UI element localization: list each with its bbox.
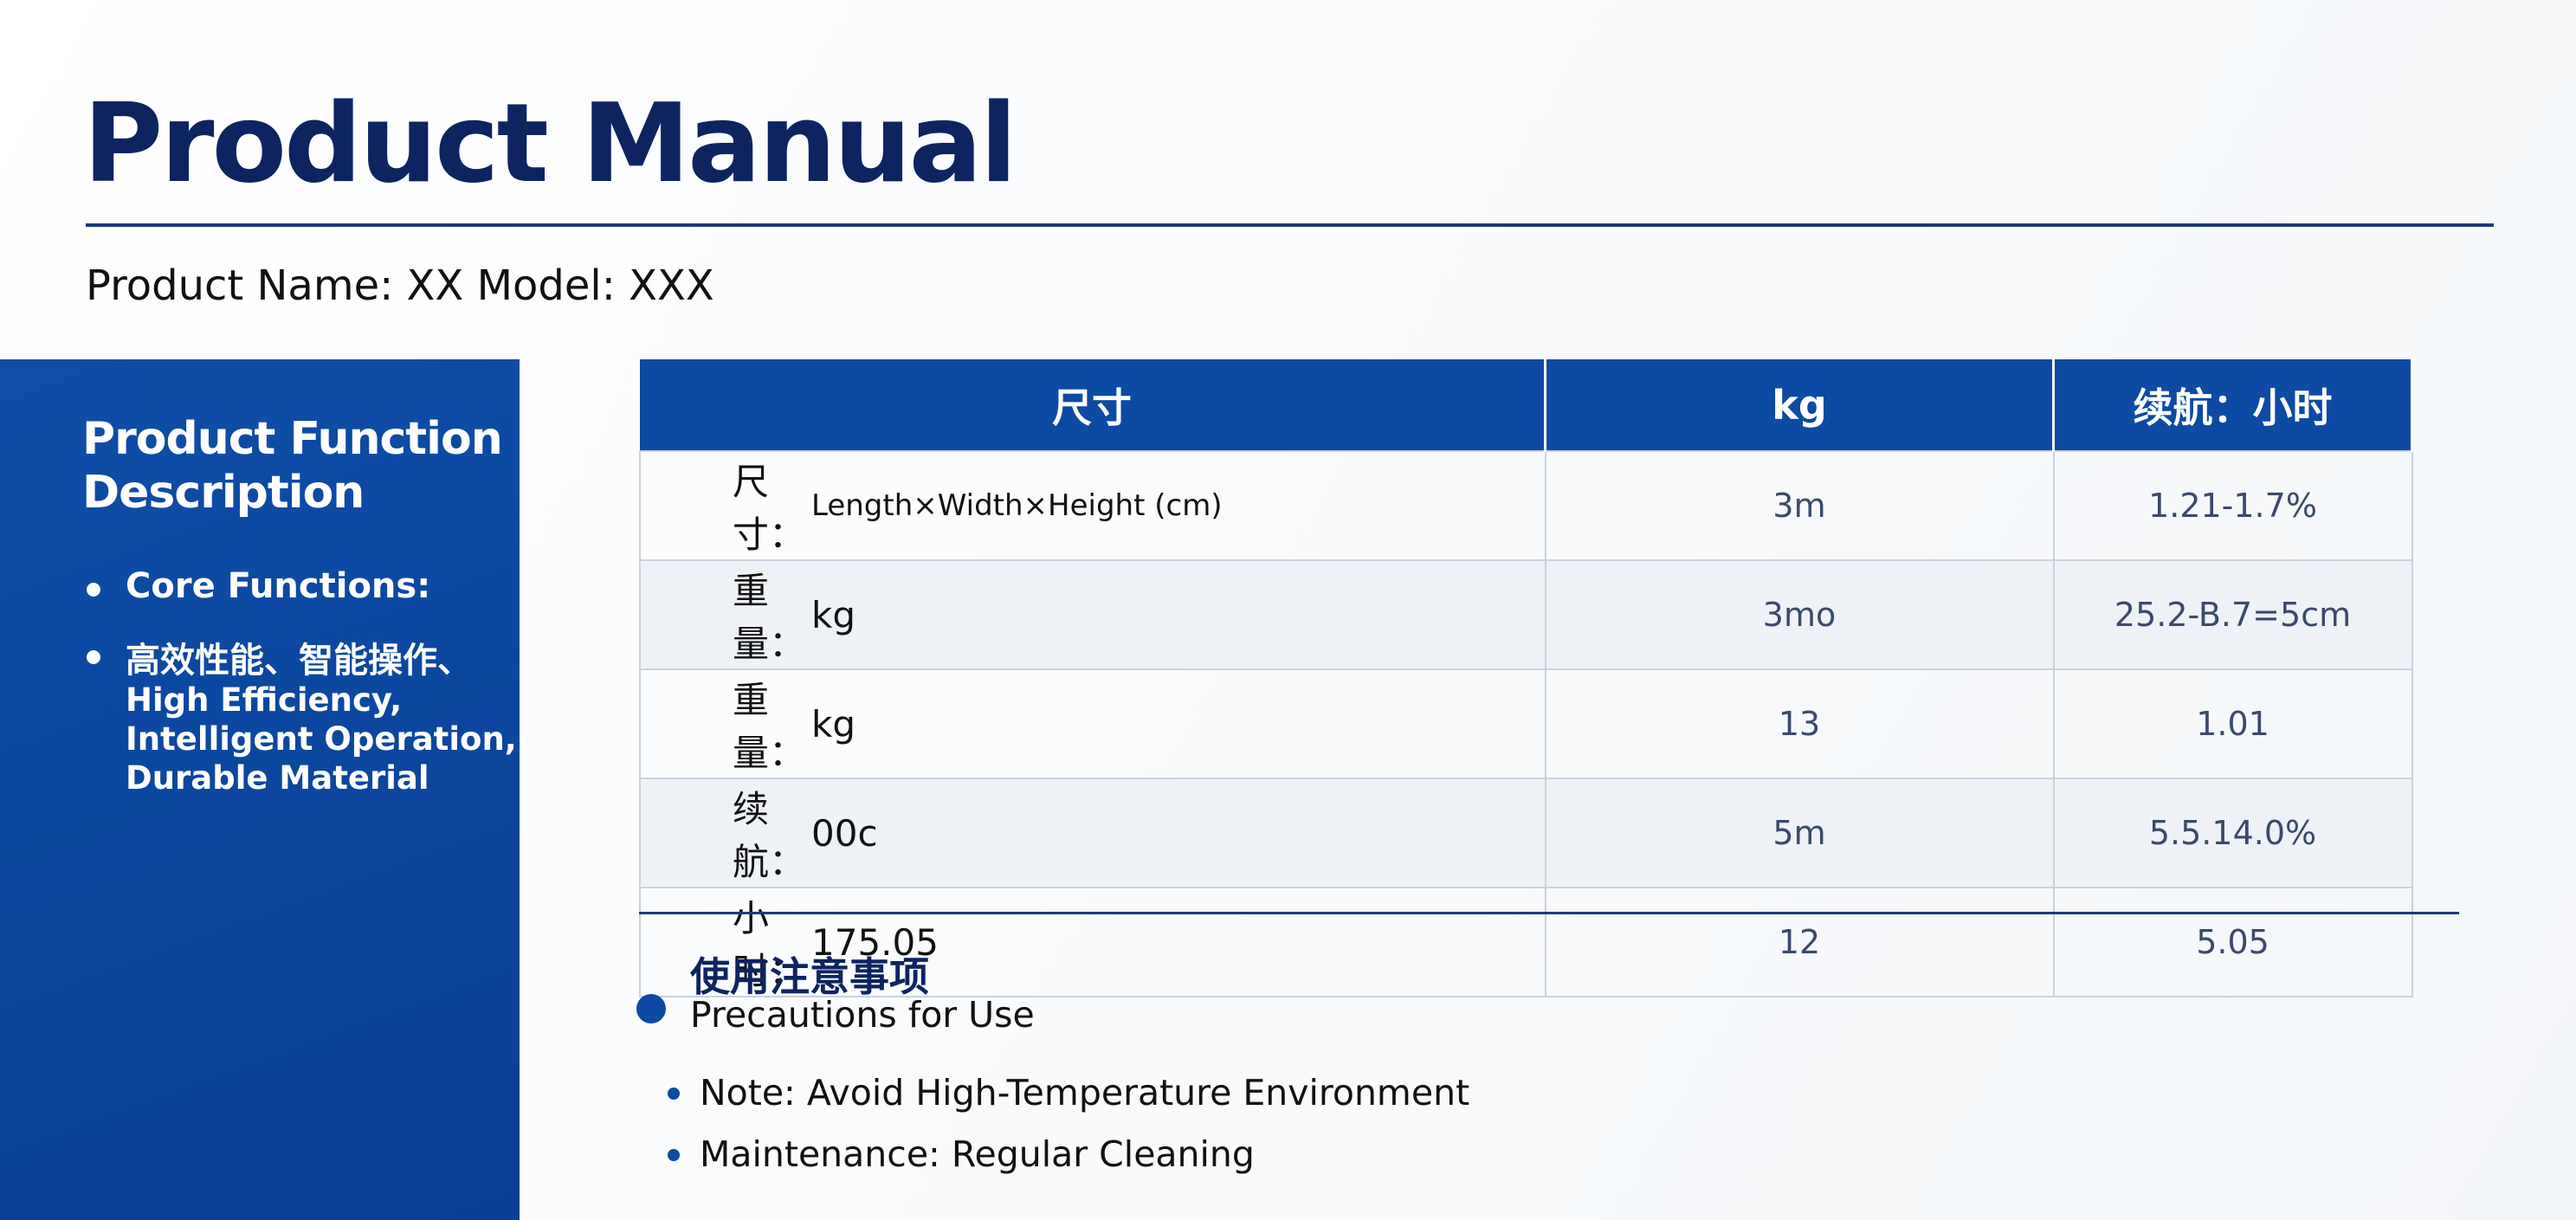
table-row: 小时： 175.05 12 5.05 [639,887,2413,997]
header-row: 尺寸 kg 续航：小时 [640,359,2413,451]
title-line: Product Function [82,413,503,465]
spec-table: 尺寸 kg 续航：小时 尺寸： Length×Width×Height (cm) 3m 1… [639,359,2413,997]
table-row: 续航： 00c 5m 5.5.14.0% [639,778,2413,888]
table-cell: 3m [1544,450,2055,561]
sidebar [0,359,520,1220]
bullet [87,650,100,664]
table-row: 重量： kg 3mo 25.2-B.7=5cm [639,559,2413,670]
section-dot [636,994,666,1023]
table-cell: kg [811,559,1546,670]
product-line: Product Name: XX Model: XXX [86,261,714,310]
line: Intelligent Operation, [126,720,517,758]
header-cell: kg [1545,359,2055,451]
precautions-subtitle: Precautions for Use [690,994,1035,1036]
table-cell: 25.2-B.7=5cm [2052,559,2413,670]
table-cell: 12 [1544,887,2055,997]
table-cell: 重量： [639,559,811,670]
precaution-item: Note: Avoid High-Temperature Environment [700,1072,1470,1113]
rule [86,223,2494,227]
table-body: 尺寸： Length×Width×Height (cm) 3m 1.21-1.7% 重量… [639,450,2413,997]
table-cell: Length×Width×Height (cm) [811,450,1546,561]
line: Durable Material [126,759,429,797]
sidebar-item: Core Functions: [126,566,431,606]
line: High Efficiency, [126,681,403,719]
bullet [668,1149,680,1161]
table-cell: 5m [1544,778,2055,888]
table-cell: 续航： [639,778,811,888]
table-row: 尺寸： Length×Width×Height (cm) 3m 1.21-1.7% [639,450,2413,561]
header-cell: 续航：小时 [2053,359,2413,451]
table-cell: 5.5.14.0% [2052,778,2413,888]
bullet [668,1088,680,1100]
table-cell: 小时： [639,887,811,997]
table-cell: 1.01 [2052,668,2413,779]
table-cell: 5.05 [2052,887,2413,997]
sidebar-title: Product Function Description [82,412,503,520]
table-cell: kg [811,668,1546,779]
header-cell: 尺寸 [640,359,1546,451]
table-cell: 1.21-1.7% [2052,450,2413,561]
divider [639,912,2459,914]
table-cell: 13 [1544,668,2055,779]
title: Product Manual [83,80,1017,207]
sidebar-item: 高效性能、智能操作、 [126,641,472,681]
precautions-title: 使用注意事项 [690,953,929,1000]
bullet [87,583,100,597]
precaution-item: Maintenance: Regular Cleaning [700,1133,1255,1175]
sidebar-continuation: High Efficiency, Intelligent Operation, … [126,681,517,797]
table-cell: 重量： [639,668,811,779]
table-cell: 3mo [1544,559,2055,670]
table-cell: 尺寸： [639,450,811,561]
table-cell: 00c [811,778,1546,888]
title-line: Description [82,467,365,519]
table-cell: 175.05 [811,887,1546,997]
table-row: 重量： kg 13 1.01 [639,668,2413,779]
